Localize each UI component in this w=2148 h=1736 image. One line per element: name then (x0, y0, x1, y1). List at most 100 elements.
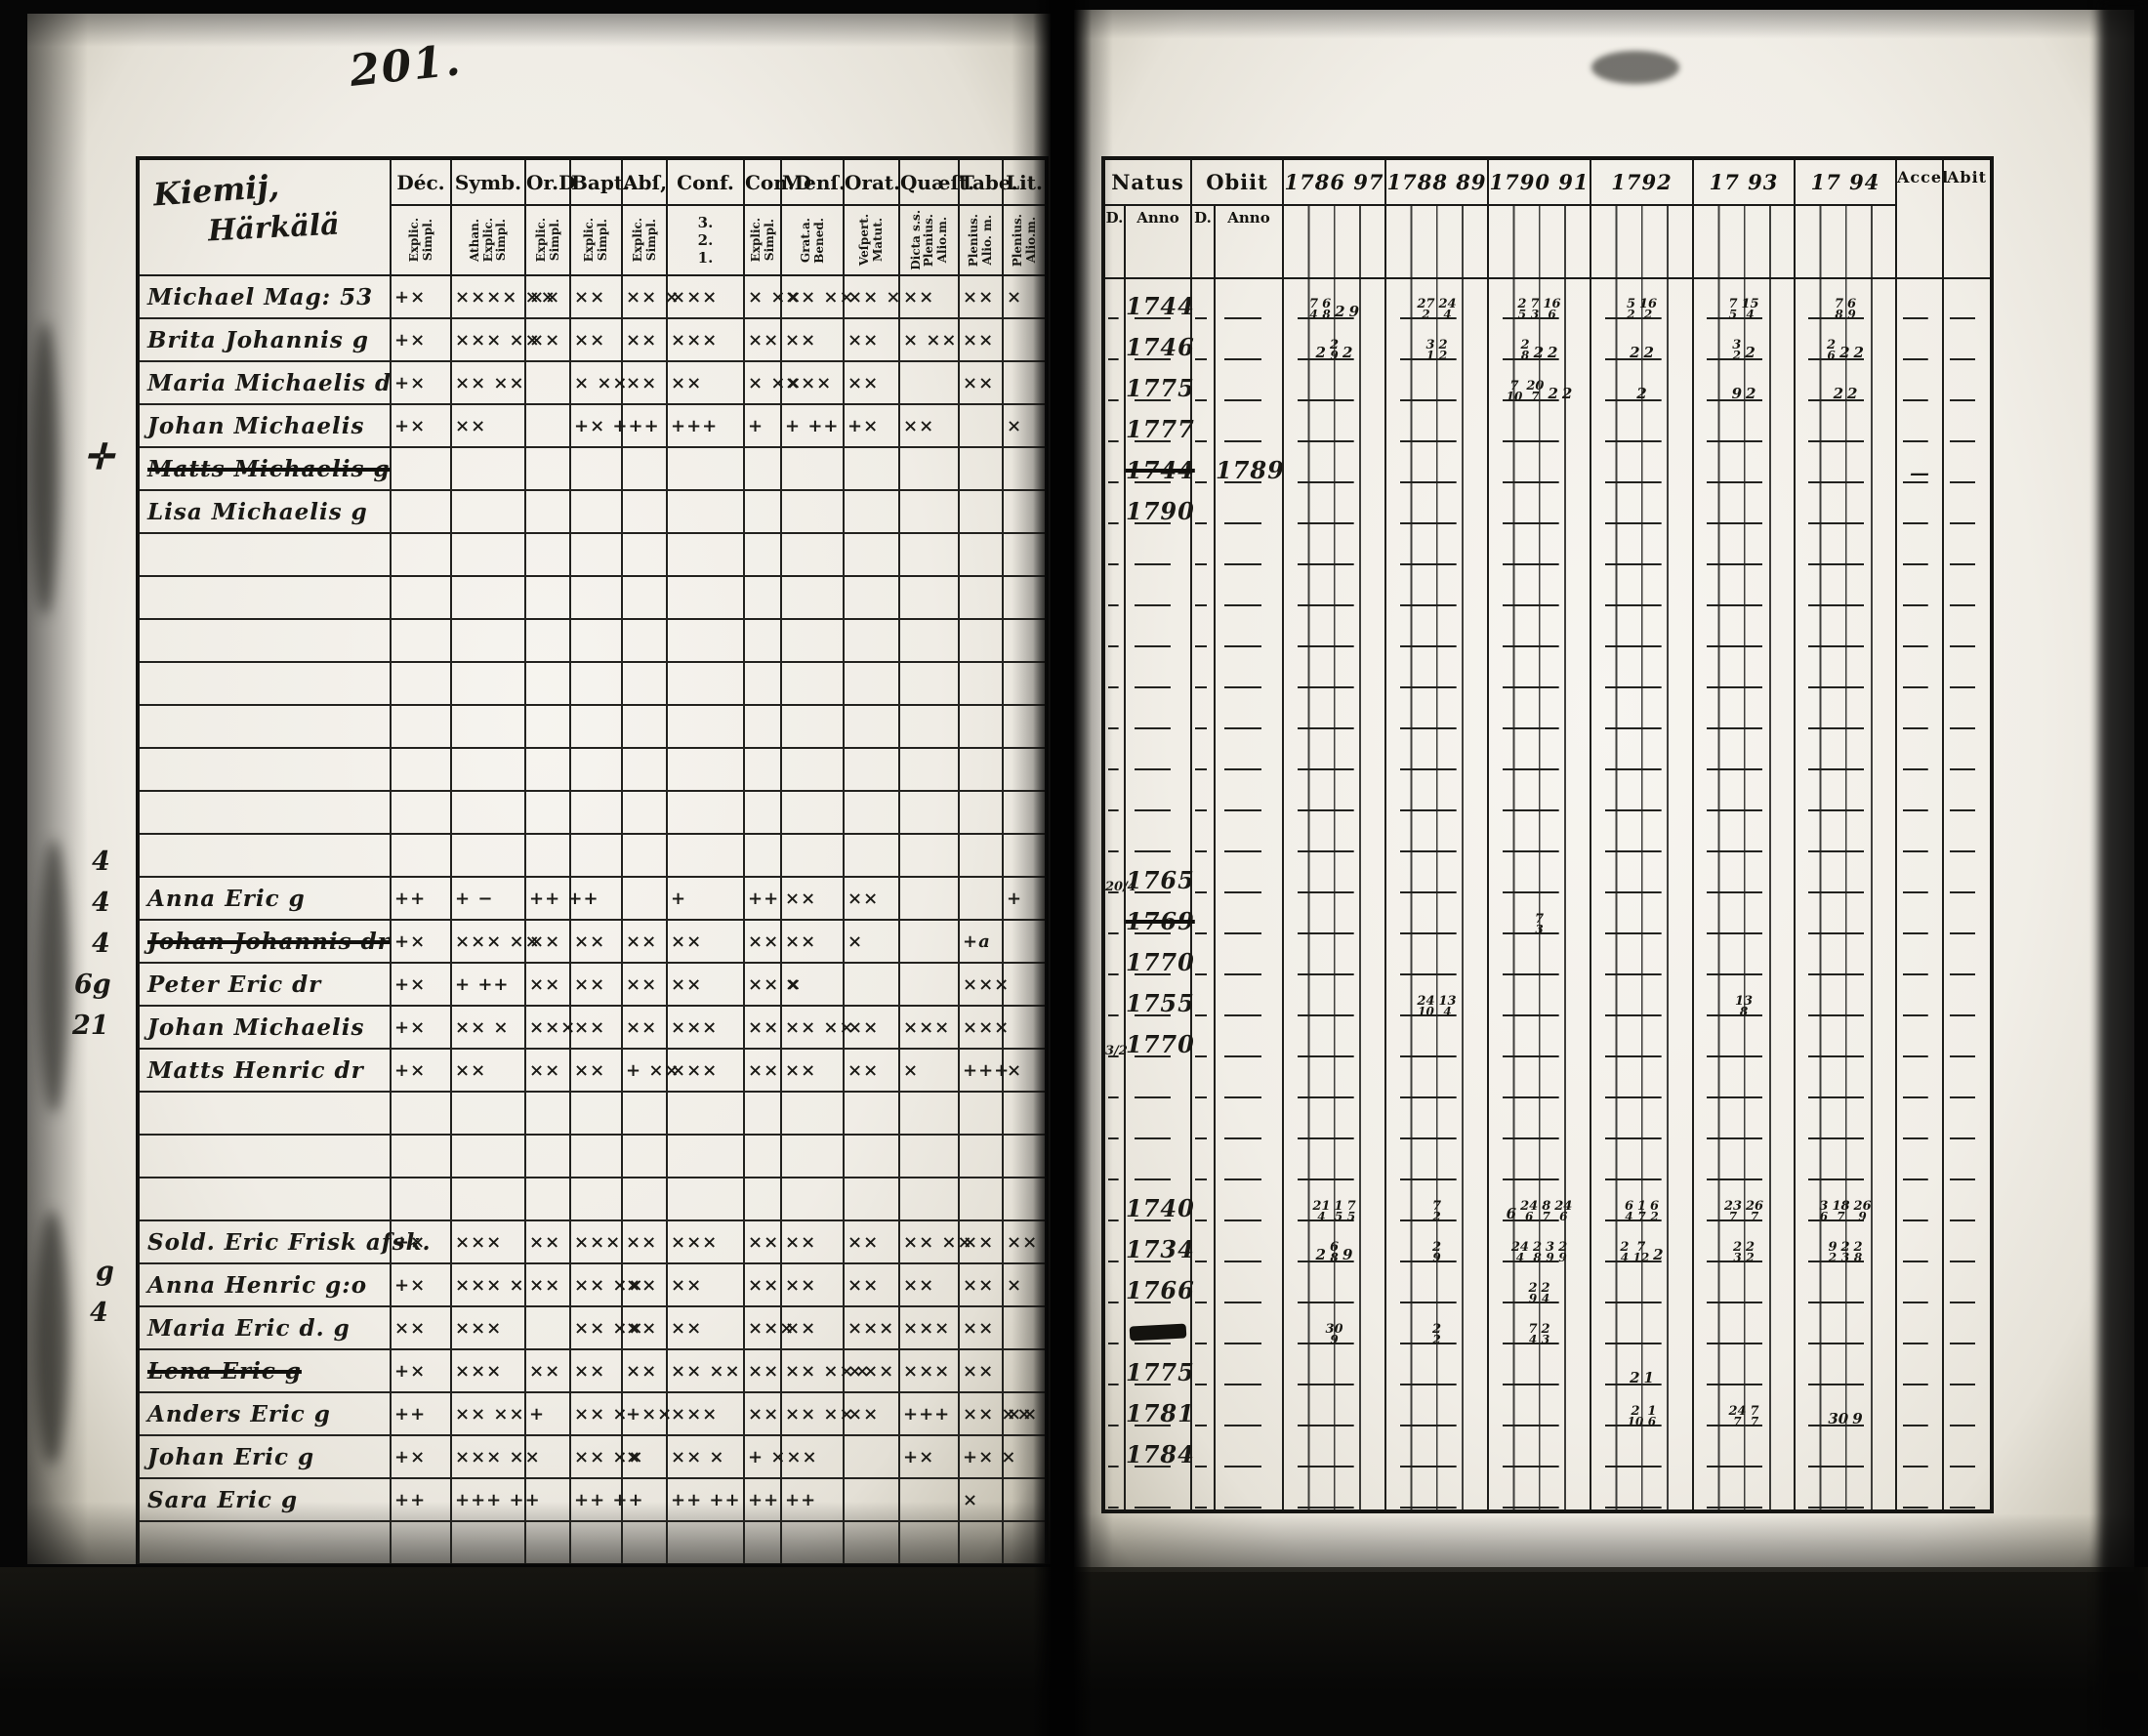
person-name-cell (137, 1178, 392, 1221)
mark-cell (743, 1092, 782, 1136)
year-attendance-cell (1794, 525, 1898, 566)
mark-cell (621, 877, 668, 921)
accessit-cell: — (1895, 443, 1945, 484)
year-attendance-cell (1282, 525, 1387, 566)
year-attendance-cell (1384, 525, 1490, 566)
communion-marks: + ××× (748, 1446, 818, 1467)
communion-marks: ××× (963, 973, 1011, 995)
table-row (137, 619, 1048, 663)
year-attendance-cell (1794, 484, 1898, 525)
mark-cell (843, 1178, 900, 1221)
communion-marks: ×× (626, 1231, 658, 1253)
abiit-cell (1942, 771, 1994, 812)
year-attendance-cell (1692, 1263, 1797, 1304)
person-name: Maria Eric d. g (147, 1314, 351, 1342)
natus-year-cell (1124, 1140, 1192, 1181)
mark-cell (390, 576, 452, 620)
mark-cell: ++ ++ (666, 1478, 745, 1522)
obiit-year-cell (1213, 1345, 1285, 1386)
person-name: Anna Henric g:o (147, 1271, 368, 1299)
mark-cell: ×× (743, 920, 782, 964)
year-attendance-cell (1487, 1468, 1592, 1511)
date-fraction: 24 6 (1554, 1198, 1573, 1224)
right-header-row: Natus Obiit 1786 97 1788 89 1790 91 1792 17 93… (1102, 157, 1994, 279)
year-attendance-cell (1282, 1140, 1387, 1181)
mark-cell: ×× (666, 361, 745, 405)
accessit-cell (1895, 1263, 1945, 1304)
obiit-day-cell (1190, 730, 1216, 771)
margin-note: ✛ (84, 436, 114, 477)
communion-marks: ×× (963, 1274, 995, 1296)
year-attendance-cell (1692, 730, 1797, 771)
mark-cell (390, 1135, 452, 1178)
communion-marks: ××× ×× (455, 930, 541, 952)
communion-marks: ×× (1007, 1403, 1039, 1425)
natus-year-cell: 1766 (1124, 1263, 1194, 1304)
mark-cell (743, 1178, 782, 1221)
obiit-day-cell (1190, 1263, 1216, 1304)
table-row: Lisa Michaelis g (137, 490, 1048, 534)
year-attendance-cell (1282, 689, 1387, 730)
communion-marks: ×× (847, 1059, 880, 1081)
mark-cell: ×× (524, 318, 571, 362)
obiit-day-cell (1190, 689, 1216, 730)
table-row: 3/2 1770 (1102, 1017, 1994, 1058)
table-row (137, 1135, 1048, 1178)
mark-cell (524, 447, 571, 491)
mark-cell (843, 576, 900, 620)
mark-cell (898, 619, 960, 663)
abiit-cell (1942, 1181, 1994, 1222)
year-attendance-cell: 27 2 24 4 (1384, 278, 1490, 320)
mark-cell (524, 1178, 571, 1221)
obiit-day-cell (1190, 648, 1216, 689)
year-attendance-cell: 21 4 1 5 7 5 (1282, 1181, 1387, 1222)
mark-cell: ++ ++ (569, 1478, 643, 1522)
mark-cell (621, 1521, 668, 1564)
year-attendance-cell (1282, 402, 1387, 443)
obiit-day-cell (1190, 976, 1216, 1017)
natus-day-cell (1102, 894, 1126, 935)
accessit-cell (1895, 935, 1945, 976)
year-attendance-cell (1282, 730, 1387, 771)
mark-cell: +× (390, 1349, 452, 1393)
obiit-year-cell (1213, 1263, 1285, 1304)
mark-cell (958, 705, 1004, 749)
communion-marks: ×× (963, 286, 995, 308)
year-attendance-cell (1487, 443, 1592, 484)
year-attendance-cell (1487, 484, 1592, 525)
communion-marks: ×× (529, 930, 561, 952)
right-page: Natus Obiit 1786 97 1788 89 1790 91 1792 17 93… (1074, 10, 2134, 1572)
person-name-cell (137, 1135, 392, 1178)
mark-cell: ×× (524, 963, 571, 1007)
natus-year-cell: 1775 (1124, 361, 1194, 402)
person-name-cell: Anders Eric g (137, 1392, 392, 1436)
communion-marks: +× (394, 1016, 427, 1038)
obiit-year-cell (1213, 402, 1285, 443)
date-fraction: 18 7 (1832, 1198, 1850, 1224)
mark-cell (843, 490, 900, 534)
mark-cell: ×× (780, 1049, 845, 1093)
table-row (1102, 730, 1994, 771)
obiit-year-cell (1213, 689, 1285, 730)
natus-year: 1790 (1126, 497, 1195, 525)
year-attendance-cell (1384, 894, 1490, 935)
communion-marks: ××× (903, 1317, 951, 1339)
mark-cell (843, 963, 900, 1007)
table-row: 30 9 2 2 7 4 2 3 (1102, 1304, 1994, 1347)
communion-marks: ×× (903, 286, 935, 308)
mark-cell (621, 619, 668, 663)
natus-day-cell (1102, 484, 1126, 525)
communion-marks: × ×× (748, 372, 803, 393)
communion-marks: ×× (847, 1403, 880, 1425)
year-attendance-cell (1384, 771, 1490, 812)
mark-cell: ++ (743, 877, 782, 921)
natus-day-cell (1102, 1263, 1126, 1304)
year-header: 1792 (1590, 157, 1695, 206)
year-attendance-cell (1590, 443, 1695, 484)
mark-cell: ×× (569, 963, 623, 1007)
